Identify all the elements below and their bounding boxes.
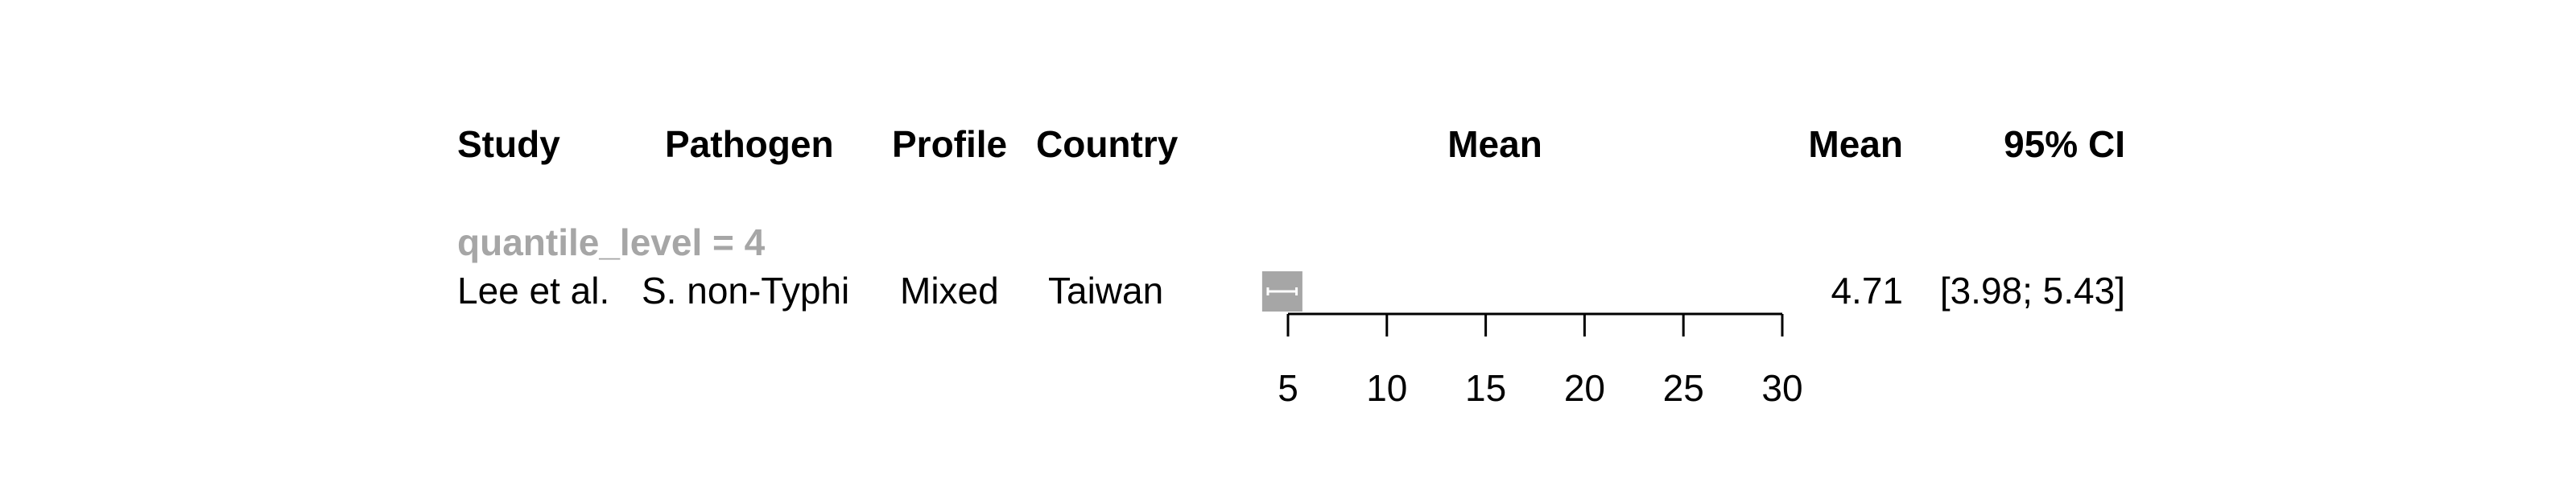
x-tick-label: 20 [1564, 367, 1605, 409]
header-95ci: 95% CI [2004, 123, 2125, 165]
plot-marks [1261, 271, 1302, 312]
header-study: Study [457, 123, 560, 165]
row-country: Taiwan [1048, 270, 1164, 312]
header-profile: Profile [892, 123, 1008, 165]
x-tick-label: 30 [1761, 367, 1802, 409]
row-profile: Mixed [900, 270, 999, 312]
row-pathogen: S. non-Typhi [642, 270, 850, 312]
header-mean: Mean [1808, 123, 1903, 165]
x-tick-label: 5 [1278, 367, 1298, 409]
x-tick-label: 15 [1465, 367, 1506, 409]
header-pathogen: Pathogen [665, 123, 834, 165]
row-mean-value: 4.71 [1831, 270, 1903, 312]
x-tick-label: 25 [1663, 367, 1704, 409]
header-country: Country [1036, 123, 1179, 165]
header-plot-mean: Mean [1447, 123, 1542, 165]
row-95ci-value: [3.98; 5.43] [1939, 270, 2125, 312]
row-study: Lee et al. [457, 270, 610, 312]
x-axis: 5 10 15 20 25 30 [1278, 312, 1803, 409]
group-label: quantile_level = 4 [457, 221, 766, 263]
x-tick-label: 10 [1366, 367, 1407, 409]
